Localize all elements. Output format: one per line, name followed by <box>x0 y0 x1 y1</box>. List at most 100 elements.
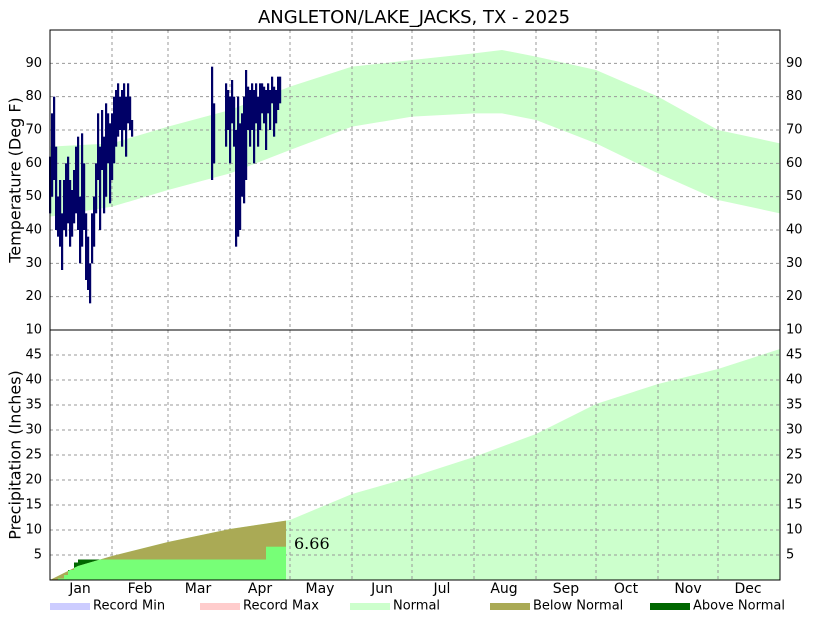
y-tick-label: 35 <box>786 398 803 413</box>
observed-bar <box>237 96 240 237</box>
y-tick-label: 30 <box>25 256 42 271</box>
chart-title: ANGLETON/LAKE_JACKS, TX - 2025 <box>258 7 570 28</box>
observed-bar <box>267 83 270 114</box>
observed-bar <box>107 113 110 164</box>
y-tick-label: 30 <box>25 423 42 438</box>
observed-precip <box>284 546 286 580</box>
observed-bar <box>75 146 78 214</box>
y-tick-label: 50 <box>786 189 803 204</box>
x-tick-label: Jan <box>68 581 91 597</box>
observed-bar <box>71 190 74 237</box>
y-tick-label: 40 <box>25 373 42 388</box>
observed-bar <box>127 83 130 124</box>
observed-bar <box>261 83 264 114</box>
x-tick-label: Dec <box>734 581 761 597</box>
observed-bar <box>99 146 102 230</box>
y-tick-label: 25 <box>786 448 803 463</box>
observed-bar <box>91 213 94 264</box>
observed-bar <box>243 96 246 204</box>
observed-bar <box>231 80 234 124</box>
observed-precip <box>266 546 284 580</box>
y-tick-label: 5 <box>786 548 794 563</box>
y-tick-label: 30 <box>786 256 803 271</box>
observed-bar <box>249 90 252 147</box>
y-tick-label: 90 <box>786 56 803 71</box>
legend-swatch <box>350 603 390 610</box>
observed-bar <box>53 96 56 180</box>
y-tick-label: 20 <box>25 289 42 304</box>
y-tick-label: 45 <box>25 348 42 363</box>
y-tick-label: 80 <box>786 89 803 104</box>
observed-precip <box>74 562 78 580</box>
y-tick-label: 10 <box>25 323 42 338</box>
observed-bar <box>253 90 256 164</box>
x-tick-label: Feb <box>128 581 153 597</box>
observed-bar <box>125 96 128 157</box>
legend-swatch <box>650 603 690 610</box>
y-tick-label: 10 <box>786 523 803 538</box>
observed-bar <box>63 180 66 230</box>
observed-bar <box>113 96 116 164</box>
observed-bar <box>109 123 112 204</box>
observed-bar <box>235 130 238 247</box>
y-tick-label: 5 <box>34 548 42 563</box>
y-tick-label: 45 <box>786 348 803 363</box>
legend-swatch <box>490 603 530 610</box>
observed-bar <box>83 163 86 230</box>
legend-label: Normal <box>393 599 440 614</box>
observed-bar <box>131 120 134 137</box>
observed-bar <box>85 213 88 280</box>
y-tick-label: 40 <box>786 223 803 238</box>
y-tick-label: 30 <box>786 423 803 438</box>
observed-bar <box>59 180 62 247</box>
y-axis-label: Temperature (Deg F) <box>6 97 25 264</box>
observed-bar <box>81 133 84 247</box>
x-tick-label: Sep <box>553 581 580 597</box>
y-tick-label: 20 <box>786 473 803 488</box>
observed-bar <box>211 66 214 180</box>
observed-bar <box>251 83 254 130</box>
observed-bar <box>269 90 272 130</box>
y-tick-label: 25 <box>25 448 42 463</box>
y-tick-label: 10 <box>786 323 803 338</box>
x-tick-label: Jul <box>433 581 451 597</box>
observed-bar <box>73 170 76 224</box>
observed-bar <box>239 123 242 230</box>
observed-bar <box>247 86 250 130</box>
observed-bar <box>265 90 268 150</box>
observed-bar <box>65 163 68 237</box>
observed-bar <box>55 146 58 230</box>
y-axis-label: Precipitation (Inches) <box>6 370 25 540</box>
x-tick-label: May <box>306 581 335 597</box>
legend-label: Above Normal <box>693 599 785 614</box>
x-tick-label: Apr <box>248 581 272 597</box>
y-tick-label: 90 <box>25 56 42 71</box>
y-tick-label: 80 <box>25 89 42 104</box>
observed-bar <box>213 103 216 164</box>
y-tick-label: 70 <box>25 123 42 138</box>
observed-bar <box>263 86 266 124</box>
y-tick-label: 15 <box>786 498 803 513</box>
value-label: 6.66 <box>294 534 330 553</box>
observed-bar <box>117 83 120 137</box>
legend-swatch <box>200 603 240 610</box>
observed-bar <box>97 113 100 180</box>
observed-bar <box>241 113 244 197</box>
y-tick-label: 15 <box>25 498 42 513</box>
observed-bar <box>57 196 60 237</box>
y-tick-label: 40 <box>25 223 42 238</box>
observed-bar <box>225 83 228 147</box>
observed-bar <box>121 90 124 147</box>
observed-bar <box>111 113 114 180</box>
observed-bar <box>115 90 118 147</box>
normal-area <box>50 349 780 580</box>
plot-frame <box>49 329 781 581</box>
observed-precip <box>58 578 64 580</box>
observed-bar <box>61 213 64 270</box>
observed-bar <box>77 136 80 230</box>
observed-bar <box>89 263 92 304</box>
x-tick-label: Nov <box>674 581 701 597</box>
legend-label: Record Max <box>243 599 319 614</box>
observed-precip <box>78 559 266 580</box>
